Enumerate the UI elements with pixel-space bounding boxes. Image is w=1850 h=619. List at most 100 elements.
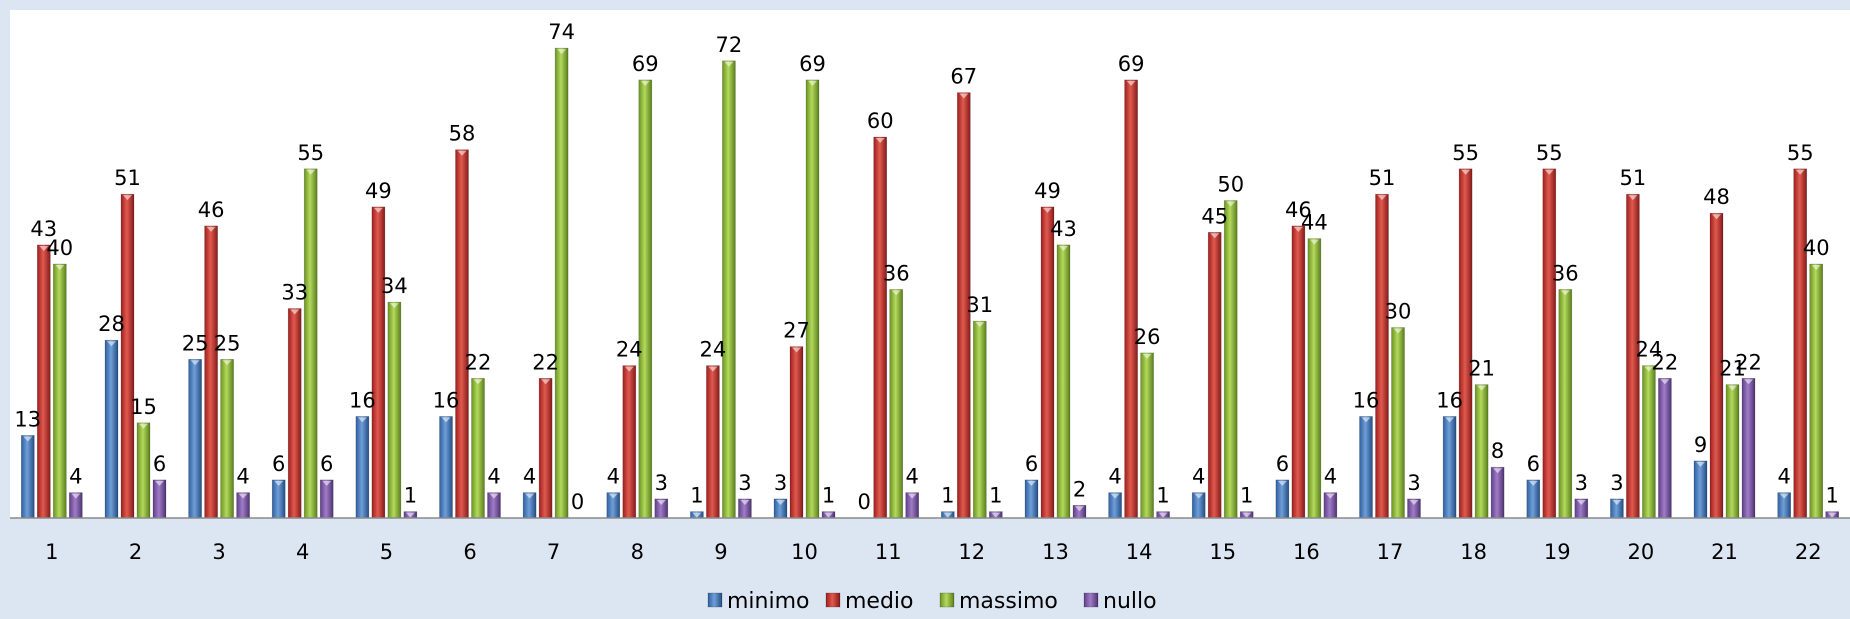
bar-massimo-22 (1809, 263, 1823, 519)
category-label-10: 10 (791, 540, 818, 564)
bar-cap-medio-6 (457, 150, 467, 156)
value-label-medio-1: 43 (30, 217, 57, 241)
bar-medio-19 (1542, 168, 1557, 519)
legend: minimo medio massimo nullo (707, 589, 1157, 614)
category-label-12: 12 (958, 540, 985, 564)
bar-cap-medio-10 (792, 347, 802, 353)
bar-cap-nullo-2 (154, 480, 164, 486)
bar-nullo-21 (1741, 377, 1756, 519)
value-label-massimo-19: 36 (1552, 261, 1579, 285)
value-label-medio-11: 60 (867, 109, 894, 133)
bar-cap-nullo-8 (656, 499, 666, 505)
value-label-minimo-4: 6 (272, 452, 285, 476)
bar-massimo-20 (1642, 365, 1656, 519)
value-label-medio-19: 55 (1536, 141, 1563, 165)
value-label-minimo-7: 4 (523, 465, 536, 489)
value-label-minimo-5: 16 (349, 388, 376, 412)
bar-cap-massimo-17 (1393, 328, 1403, 334)
value-label-massimo-7: 74 (548, 20, 575, 44)
value-label-nullo-13: 2 (1073, 477, 1086, 501)
bar-massimo-12 (972, 320, 987, 519)
value-label-massimo-10: 69 (799, 52, 826, 76)
value-label-massimo-12: 31 (966, 293, 993, 317)
value-label-medio-15: 45 (1201, 204, 1228, 228)
value-label-massimo-17: 30 (1385, 300, 1412, 324)
bar-cap-medio-17 (1377, 195, 1387, 201)
value-label-massimo-2: 15 (130, 395, 157, 419)
bar-medio-14 (1124, 79, 1138, 519)
value-label-nullo-7: 0 (571, 490, 584, 514)
bar-cap-nullo-15 (1242, 512, 1252, 518)
category-label-2: 2 (129, 540, 142, 564)
bar-cap-medio-22 (1795, 169, 1805, 175)
value-label-massimo-6: 22 (465, 350, 492, 374)
bar-medio-22 (1793, 168, 1807, 519)
value-label-massimo-5: 34 (381, 274, 408, 298)
bar-medio-10 (789, 346, 804, 519)
bar-cap-nullo-12 (991, 512, 1001, 518)
value-label-minimo-15: 4 (1192, 465, 1205, 489)
bar-minimo-6 (439, 416, 453, 519)
bar-medio-8 (622, 365, 637, 519)
value-label-minimo-22: 4 (1778, 465, 1791, 489)
bar-cap-medio-4 (290, 309, 300, 315)
value-label-medio-21: 48 (1703, 185, 1730, 209)
bar-cap-nullo-9 (740, 499, 750, 505)
legend-swatch-minimo (707, 592, 723, 608)
bar-minimo-18 (1442, 416, 1457, 519)
value-label-medio-10: 27 (783, 319, 810, 343)
bar-cap-massimo-21 (1728, 385, 1738, 391)
value-label-minimo-21: 9 (1694, 433, 1707, 457)
bar-massimo-15 (1223, 200, 1238, 519)
value-label-nullo-4: 6 (320, 452, 333, 476)
legend-label-massimo: massimo (959, 589, 1058, 614)
value-label-massimo-15: 50 (1217, 173, 1244, 197)
bar-cap-minimo-10 (776, 499, 786, 505)
value-label-medio-17: 51 (1369, 166, 1396, 190)
bar-cap-massimo-10 (808, 80, 818, 86)
bar-cap-minimo-7 (525, 493, 535, 499)
bar-cap-minimo-2 (106, 341, 116, 347)
value-label-minimo-3: 25 (182, 331, 209, 355)
bar-massimo-18 (1474, 384, 1489, 519)
bar-cap-massimo-22 (1811, 265, 1821, 270)
category-label-19: 19 (1544, 540, 1571, 564)
bar-medio-13 (1040, 206, 1055, 519)
category-label-18: 18 (1460, 540, 1487, 564)
bar-cap-minimo-15 (1194, 493, 1204, 499)
bar-massimo-13 (1056, 244, 1071, 519)
value-label-nullo-1: 4 (69, 465, 82, 489)
value-label-nullo-5: 1 (404, 484, 417, 508)
legend-swatch-nullo (1083, 592, 1099, 608)
bar-minimo-17 (1359, 416, 1373, 519)
bar-cap-nullo-13 (1074, 506, 1084, 512)
bar-cap-medio-16 (1293, 226, 1303, 232)
bar-minimo-2 (104, 339, 119, 519)
category-label-9: 9 (714, 540, 727, 564)
bar-minimo-21 (1693, 460, 1708, 519)
bar-massimo-1 (52, 263, 67, 519)
value-label-nullo-18: 8 (1491, 439, 1504, 463)
value-label-minimo-17: 16 (1353, 388, 1380, 412)
bar-medio-7 (538, 377, 553, 519)
category-label-5: 5 (380, 540, 393, 564)
value-label-minimo-2: 28 (98, 312, 125, 336)
value-label-massimo-22: 40 (1803, 236, 1830, 260)
value-label-minimo-1: 13 (14, 407, 41, 431)
value-label-minimo-10: 3 (774, 471, 787, 495)
bar-cap-nullo-20 (1660, 379, 1670, 385)
value-label-nullo-6: 4 (487, 465, 500, 489)
value-label-minimo-19: 6 (1527, 452, 1540, 476)
value-label-medio-14: 69 (1118, 52, 1145, 76)
value-label-nullo-12: 1 (989, 484, 1002, 508)
bar-cap-medio-2 (122, 195, 132, 201)
bar-cap-massimo-11 (891, 290, 901, 296)
value-label-nullo-20: 22 (1652, 350, 1679, 374)
value-label-medio-22: 55 (1787, 141, 1814, 165)
legend-label-nullo: nullo (1103, 589, 1157, 614)
bar-cap-minimo-22 (1779, 493, 1789, 499)
bar-cap-massimo-1 (55, 265, 65, 270)
bar-cap-massimo-8 (640, 80, 650, 86)
value-label-massimo-13: 43 (1050, 217, 1077, 241)
value-label-medio-20: 51 (1620, 166, 1647, 190)
